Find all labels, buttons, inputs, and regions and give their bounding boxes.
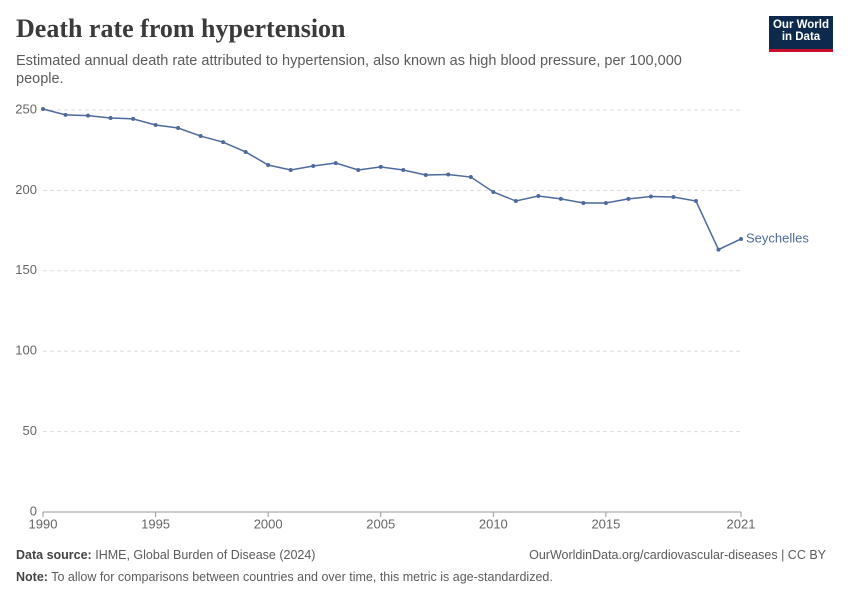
y-tick-label: 150 <box>15 262 37 277</box>
point <box>671 194 676 199</box>
source: Data source: IHME, Global Burden of Dise… <box>16 548 315 562</box>
note-text: To allow for comparisons between countri… <box>51 570 553 584</box>
x-tick-label: 2015 <box>591 516 620 531</box>
point <box>626 196 631 201</box>
point <box>648 194 653 199</box>
point <box>468 175 473 180</box>
point <box>131 116 136 121</box>
x-tick-label: 2005 <box>366 516 395 531</box>
y-tick-label: 50 <box>23 423 37 438</box>
point <box>401 167 406 172</box>
y-tick-label: 200 <box>15 182 37 197</box>
point <box>536 194 541 199</box>
source-text[interactable]: IHME, Global Burden of Disease (2024) <box>95 548 316 562</box>
series-line <box>42 108 742 251</box>
x-tick-label: 1990 <box>29 516 58 531</box>
point <box>739 236 743 241</box>
point <box>108 116 113 121</box>
chart-subtitle: Estimated annual death rate attributed t… <box>16 53 682 87</box>
logo-text: Our World <box>772 19 829 31</box>
point <box>333 161 338 166</box>
point <box>356 167 361 172</box>
logo-text: in Data <box>781 31 821 43</box>
x-tick-label: 2010 <box>479 516 508 531</box>
point <box>446 172 451 177</box>
note: Note: To allow for comparisons between c… <box>16 570 553 584</box>
point <box>581 200 586 205</box>
source-label: Data source: <box>16 548 92 562</box>
point <box>266 162 271 167</box>
point <box>491 190 496 195</box>
point <box>288 167 293 172</box>
point <box>378 164 383 169</box>
point <box>243 149 248 154</box>
y-tick-label: 250 <box>15 101 37 116</box>
point <box>153 122 158 127</box>
x-tick-label: 2021 <box>727 516 756 531</box>
point <box>716 247 721 252</box>
point <box>198 134 203 139</box>
chart-title: Death rate from hypertension <box>16 14 346 43</box>
point <box>86 113 91 118</box>
y-tick-label: 0 <box>30 503 37 518</box>
note-label: Note: <box>16 570 48 584</box>
x-tick-label: 2000 <box>254 516 283 531</box>
point <box>693 199 698 204</box>
series-label: Seychelles <box>746 230 809 245</box>
point <box>603 200 608 205</box>
x-tick-label: 1995 <box>141 516 170 531</box>
point <box>41 107 45 112</box>
logo[interactable]: Our World in Data <box>769 16 833 52</box>
y-tick-label: 100 <box>15 343 37 358</box>
point <box>176 126 181 131</box>
point <box>63 112 68 117</box>
point <box>311 163 316 168</box>
point <box>221 140 226 145</box>
url[interactable]: OurWorldinData.org/cardiovascular-diseas… <box>529 548 826 562</box>
point <box>423 172 428 177</box>
point <box>513 199 518 204</box>
point <box>558 196 563 201</box>
